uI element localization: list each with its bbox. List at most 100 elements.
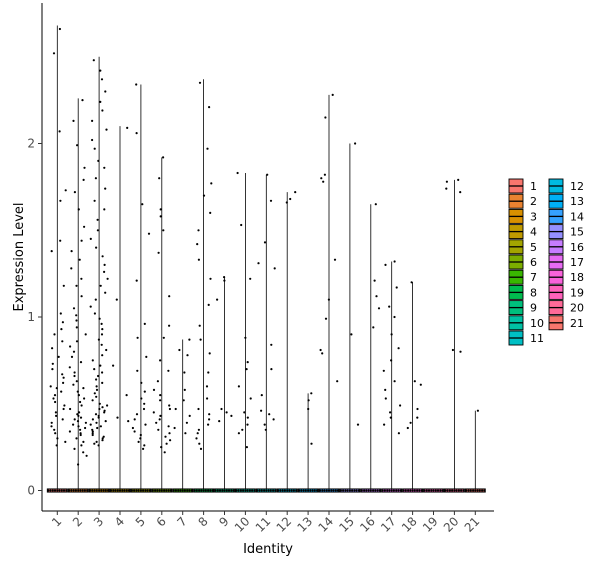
zero-points (277, 489, 298, 492)
data-point (372, 489, 375, 492)
data-point (208, 413, 211, 416)
data-point (309, 489, 312, 492)
legend-item-3: 3 (508, 208, 537, 224)
data-point (81, 99, 84, 102)
data-point (83, 166, 86, 169)
data-point (89, 489, 92, 492)
data-point (207, 489, 210, 492)
data-point (169, 439, 172, 442)
data-point (390, 333, 393, 336)
data-point (478, 489, 481, 492)
legend-label: 11 (530, 332, 544, 345)
data-point (204, 489, 207, 492)
data-point (103, 411, 106, 414)
legend-item-6: 6 (508, 254, 537, 270)
data-point (205, 385, 209, 388)
data-point (102, 489, 105, 492)
data-point (384, 388, 387, 391)
data-point (270, 343, 273, 346)
data-point (245, 446, 248, 449)
data-point (169, 489, 172, 492)
data-point (80, 239, 83, 242)
data-point (208, 106, 211, 109)
data-point (197, 407, 200, 411)
data-point (76, 144, 79, 147)
data-point (445, 180, 448, 183)
data-point (97, 444, 100, 447)
legend-label: 14 (570, 210, 584, 223)
data-point (216, 298, 219, 301)
data-point (91, 430, 94, 433)
data-point (77, 489, 80, 492)
data-point (256, 489, 259, 492)
data-point (286, 489, 289, 492)
data-point (112, 489, 115, 492)
legend-label: 15 (570, 226, 584, 239)
data-point (354, 142, 357, 145)
data-point (164, 435, 167, 438)
data-point (188, 489, 191, 492)
data-point (135, 413, 139, 416)
data-point (100, 343, 103, 346)
data-point (336, 380, 339, 383)
data-point (101, 381, 104, 384)
data-point (427, 489, 431, 492)
data-point (266, 173, 269, 176)
data-point (60, 489, 63, 492)
data-point (105, 128, 108, 131)
data-point (239, 489, 242, 492)
data-point (360, 489, 363, 492)
data-point (83, 225, 86, 228)
data-point (91, 138, 94, 142)
legend-label: 3 (530, 210, 537, 223)
data-point (472, 489, 475, 492)
x-tick-label: 13 (295, 514, 316, 535)
data-point (356, 423, 360, 426)
data-point (165, 489, 168, 492)
data-point (390, 359, 393, 362)
data-point (76, 420, 80, 423)
data-point (208, 352, 211, 355)
data-point (269, 199, 273, 202)
data-point (374, 489, 377, 492)
data-point (200, 489, 203, 492)
data-point (141, 203, 144, 206)
data-point (65, 489, 68, 492)
x-tick-label: 4 (112, 514, 127, 529)
data-point (97, 338, 100, 341)
data-point (123, 489, 126, 492)
data-point (460, 489, 463, 492)
data-point (451, 348, 454, 352)
zero-points (298, 489, 319, 492)
zero-points (423, 489, 444, 492)
data-point (133, 489, 136, 492)
legend-item-17: 17 (548, 254, 584, 270)
data-point (311, 489, 314, 492)
data-point (199, 447, 203, 450)
data-point (103, 270, 106, 273)
data-point (218, 489, 222, 492)
data-point (63, 404, 66, 407)
data-point (158, 489, 161, 492)
data-point (207, 303, 210, 306)
x-tick-label: 3 (91, 514, 106, 529)
data-point (285, 201, 288, 204)
data-point (58, 130, 61, 133)
legend-item-1: 1 (508, 178, 537, 194)
data-point (185, 421, 188, 424)
data-point (53, 489, 57, 492)
data-point (268, 413, 271, 416)
data-point (459, 191, 462, 194)
data-point (168, 295, 171, 298)
data-point (70, 267, 73, 270)
data-point (69, 345, 72, 348)
data-point (97, 374, 100, 378)
data-point (223, 279, 226, 282)
data-point (54, 432, 57, 435)
data-point (78, 411, 81, 414)
data-point (77, 208, 80, 211)
data-point (300, 489, 303, 492)
data-point (68, 366, 71, 369)
data-point (323, 173, 326, 176)
data-point (135, 279, 138, 282)
